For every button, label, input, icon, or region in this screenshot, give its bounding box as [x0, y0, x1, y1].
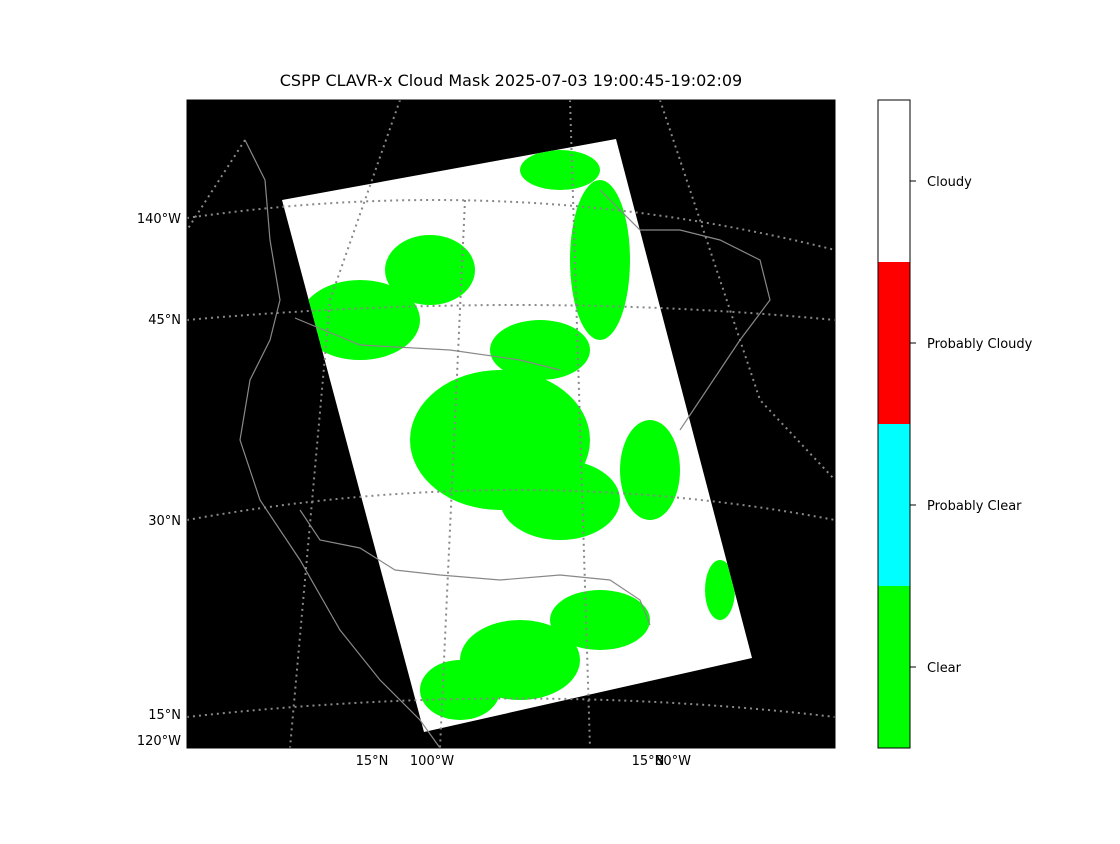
lat-lon-label: 100°W	[410, 754, 454, 769]
lat-lon-label: 15°N	[356, 754, 389, 769]
coastlines	[239, 139, 771, 748]
lat-lon-label: 15°N	[632, 754, 665, 769]
map-area	[187, 100, 835, 748]
colorbar-label: Probably Cloudy	[927, 337, 1033, 352]
lat-lon-label: 120°W	[137, 734, 181, 749]
colorbar: Cloudy Probably Cloudy Probably Clear Clear	[877, 99, 1033, 749]
lat-lon-label: 80°W	[655, 754, 691, 769]
colorbar-label: Cloudy	[927, 175, 972, 190]
map-frame	[186, 99, 836, 749]
colorbar-segment	[878, 424, 910, 586]
colorbar-segment	[878, 262, 910, 424]
lat-lon-label: 45°N	[148, 313, 181, 328]
lat-lon-label: 15°N	[148, 708, 181, 723]
graticule	[187, 100, 835, 748]
colorbar-label: Probably Clear	[927, 499, 1022, 514]
lat-lon-label: 140°W	[137, 212, 181, 227]
colorbar-frame	[877, 99, 911, 749]
colorbar-segment	[878, 100, 910, 262]
colorbar-segment	[878, 586, 910, 748]
lat-lon-label: 30°N	[148, 514, 181, 529]
colorbar-label: Clear	[927, 661, 962, 676]
map-title: CSPP CLAVR-x Cloud Mask 2025-07-03 19:00…	[280, 71, 742, 90]
